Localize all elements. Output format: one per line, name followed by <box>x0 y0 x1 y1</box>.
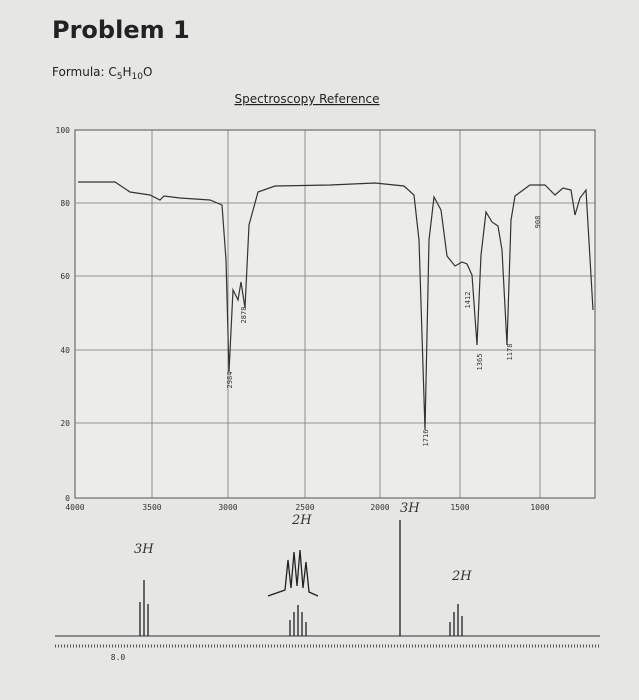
nmr-annotation: 2H <box>291 513 312 528</box>
formula-part: H <box>123 65 132 79</box>
ir-x-label: 2000 <box>370 503 389 512</box>
formula: Formula: C5H10O <box>52 65 152 82</box>
ir-spectrum <box>78 181 594 431</box>
ir-x-label: 1500 <box>450 503 469 512</box>
ir-y-label: 40 <box>60 346 70 355</box>
ir-peak-label: 2984 <box>226 372 234 389</box>
ir-peak-label: 1412 <box>464 292 472 309</box>
ir-y-label: 60 <box>60 272 70 281</box>
formula-part: 5 <box>117 72 123 82</box>
ir-grid <box>75 130 595 498</box>
formula-part: 10 <box>132 72 144 82</box>
reference-title: Spectroscopy Reference <box>234 92 379 106</box>
ir-peak-label: 1178 <box>506 344 514 361</box>
nmr-x-label: 8.0 <box>111 653 126 662</box>
ir-peak-label: 908 <box>534 216 542 229</box>
ir-x-label: 3000 <box>218 503 237 512</box>
ir-y-label: 20 <box>60 419 70 428</box>
ir-x-label: 2500 <box>295 503 314 512</box>
nmr-annotation: 2H <box>451 569 472 584</box>
ir-peak-label: 1716 <box>422 430 430 447</box>
nmr-annotation: 3H <box>134 542 154 557</box>
ir-plot <box>74 129 596 499</box>
ir-x-label: 4000 <box>65 503 84 512</box>
ir-y-label: 80 <box>60 199 70 208</box>
ir-y-label: 100 <box>56 126 71 135</box>
formula-part: C <box>108 65 116 79</box>
ir-y-label: 0 <box>65 494 70 503</box>
nmr-peaks <box>139 520 463 636</box>
ir-x-label: 1000 <box>530 503 549 512</box>
formula-label: Formula: <box>52 65 108 79</box>
title: Problem 1 <box>52 16 190 44</box>
formula-part: O <box>143 65 152 79</box>
ir-peak-label: 1365 <box>476 354 484 371</box>
ir-x-label: 3500 <box>142 503 161 512</box>
nmr-annotation: 3H <box>400 501 420 516</box>
ir-peak-label: 2878 <box>240 307 248 324</box>
nmr-plot <box>55 520 600 648</box>
